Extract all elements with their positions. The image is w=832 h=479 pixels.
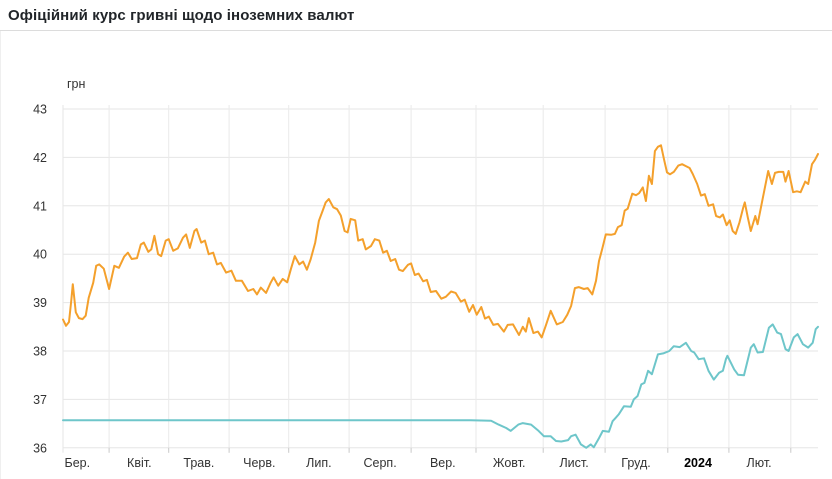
- x-tick-label: Квіт.: [127, 456, 152, 470]
- page-title: Офіційний курс гривні щодо іноземних вал…: [8, 6, 355, 24]
- x-tick-label: Лист.: [559, 456, 588, 470]
- y-axis-unit-label: грн: [67, 77, 86, 91]
- y-tick-label: 36: [33, 441, 47, 455]
- y-tick-label: 40: [33, 248, 47, 262]
- x-tick-label: Трав.: [183, 456, 214, 470]
- x-tick-label: Вер.: [430, 456, 456, 470]
- x-tick-label: Черв.: [243, 456, 275, 470]
- y-tick-label: 39: [33, 296, 47, 310]
- y-tick-label: 43: [33, 103, 47, 117]
- usd-series-line: [62, 323, 819, 449]
- y-tick-label: 38: [33, 345, 47, 359]
- chart-card: грн 43 42 41 40 39 38 37 36 Бер. Квіт. Трав. Черв. Л…: [0, 31, 832, 479]
- euro-series-line: [62, 144, 819, 339]
- y-tick-label: 37: [33, 393, 47, 407]
- x-tick-label: 2024: [684, 456, 712, 470]
- x-tick-label: Лют.: [747, 456, 772, 470]
- x-tick-label: Лип.: [306, 456, 331, 470]
- y-tick-label: 41: [33, 199, 47, 213]
- title-bar: Офіційний курс гривні щодо іноземних вал…: [0, 0, 832, 31]
- y-tick-label: 42: [33, 151, 47, 165]
- x-tick-label: Серп.: [364, 456, 397, 470]
- x-tick-label: Жовт.: [493, 456, 526, 470]
- exchange-rate-chart: 43 42 41 40 39 38 37 36 Бер. Квіт. Трав. Черв. Лип. С…: [33, 103, 819, 470]
- x-tick-label: Бер.: [65, 456, 91, 470]
- x-tick-label: Груд.: [621, 456, 650, 470]
